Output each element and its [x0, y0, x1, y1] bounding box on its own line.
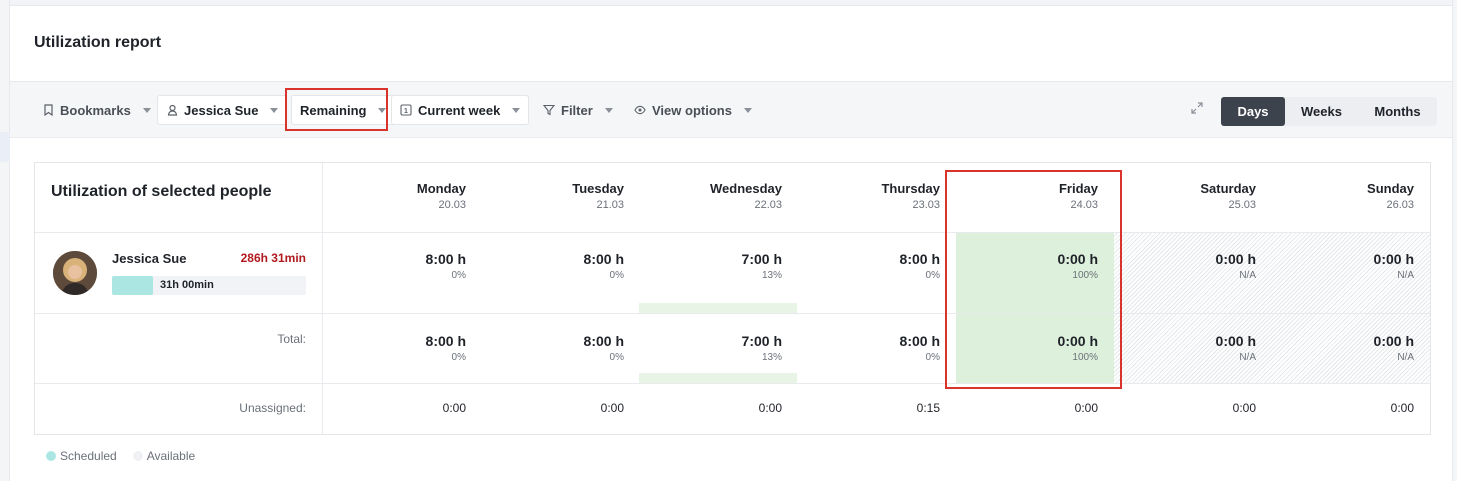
friday-highlight-box — [945, 170, 1122, 389]
person-cell-wednesday[interactable]: 7:00 h 13% — [741, 251, 782, 281]
toolbar: Bookmarks Jessica Sue Remaining 1 Curren… — [10, 81, 1452, 138]
unassigned-saturday: 0:00 — [1232, 401, 1256, 415]
chevron-down-icon — [743, 107, 752, 113]
day-header-tuesday: Tuesday 21.03 — [572, 181, 624, 211]
week-label: Current week — [418, 102, 501, 118]
row-divider — [35, 383, 1430, 384]
table-title: Utilization of selected people — [51, 183, 272, 200]
scheduled-bar-fill — [112, 276, 153, 295]
day-header-monday: Monday 20.03 — [416, 181, 466, 211]
person-icon — [166, 104, 178, 116]
column-divider — [322, 163, 323, 434]
view-switch: Days Weeks Months — [1221, 97, 1437, 126]
scheduled-hours: 31h 00min — [160, 279, 214, 291]
day-header-sunday: Sunday 26.03 — [1367, 181, 1414, 211]
utilization-table: Utilization of selected people Monday 20.… — [34, 162, 1431, 435]
total-cell-monday: 8:00 h 0% — [425, 333, 466, 363]
total-cell-saturday: 0:00 h N/A — [1215, 333, 1256, 363]
tab-weeks[interactable]: Weeks — [1301, 104, 1342, 119]
wednesday-utilization-strip — [639, 373, 797, 383]
total-cell-wednesday: 7:00 h 13% — [741, 333, 782, 363]
filter-icon — [543, 104, 555, 116]
row-divider — [35, 313, 1430, 314]
person-cell-saturday[interactable]: 0:00 h N/A — [1215, 251, 1256, 281]
unassigned-tuesday: 0:00 — [600, 401, 624, 415]
total-cell-tuesday: 8:00 h 0% — [583, 333, 624, 363]
remaining-highlight-box — [285, 88, 388, 131]
person-cell-sunday[interactable]: 0:00 h N/A — [1373, 251, 1414, 281]
unassigned-sunday: 0:00 — [1390, 401, 1414, 415]
tab-months[interactable]: Months — [1374, 104, 1421, 119]
unassigned-label: Unassigned: — [239, 401, 306, 415]
svg-text:1: 1 — [404, 108, 408, 115]
available-legend-dot — [132, 451, 143, 461]
wednesday-utilization-strip — [639, 303, 797, 313]
bookmark-icon — [42, 104, 54, 116]
person-cell-friday[interactable]: 0:00 h 100% — [1057, 251, 1098, 281]
total-cell-sunday: 0:00 h N/A — [1373, 333, 1414, 363]
sidebar-edge — [0, 0, 10, 481]
chevron-down-icon — [142, 107, 151, 113]
top-edge — [10, 0, 1457, 6]
friday-utilized-bg — [956, 233, 1114, 383]
eye-icon — [634, 104, 646, 116]
day-header-friday: Friday 24.03 — [1058, 181, 1098, 211]
day-header-wednesday: Wednesday 22.03 — [709, 181, 782, 211]
legend: Scheduled Available — [46, 449, 195, 463]
view-options-label: View options — [652, 102, 732, 118]
day-header-saturday: Saturday 25.03 — [1200, 181, 1256, 211]
filter-dropdown[interactable]: Filter — [535, 95, 621, 125]
total-label: Total: — [277, 332, 306, 346]
week-dropdown[interactable]: 1 Current week — [391, 95, 530, 125]
chevron-down-icon — [604, 107, 613, 113]
legend-available: Available — [146, 449, 196, 463]
person-name[interactable]: Jessica Sue — [112, 251, 187, 266]
calendar-icon: 1 — [400, 104, 412, 116]
tab-days[interactable]: Days — [1221, 97, 1285, 126]
right-scrollbar[interactable] — [1452, 0, 1457, 481]
chevron-down-icon — [512, 107, 521, 113]
weekend-hatch — [1114, 233, 1430, 383]
row-divider — [35, 232, 1430, 233]
unassigned-friday: 0:00 — [1074, 401, 1098, 415]
filter-label: Filter — [561, 102, 593, 118]
legend-scheduled: Scheduled — [60, 449, 117, 463]
person-cell-monday[interactable]: 8:00 h 0% — [425, 251, 466, 281]
remaining-label: Remaining — [300, 102, 367, 118]
person-cell-thursday[interactable]: 8:00 h 0% — [899, 251, 940, 281]
unassigned-thursday: 0:15 — [916, 401, 940, 415]
chevron-down-icon — [270, 107, 279, 113]
remaining-dropdown[interactable]: Remaining — [291, 95, 396, 125]
person-cell-tuesday[interactable]: 8:00 h 0% — [583, 251, 624, 281]
remaining-hours: 286h 31min — [240, 251, 306, 265]
bookmarks-dropdown[interactable]: Bookmarks — [34, 95, 159, 125]
expand-icon[interactable] — [1190, 101, 1204, 115]
sidebar-active-marker — [0, 132, 10, 162]
scheduled-bar: 31h 00min — [112, 276, 306, 295]
total-cell-thursday: 8:00 h 0% — [899, 333, 940, 363]
avatar[interactable] — [53, 251, 97, 295]
bookmarks-label: Bookmarks — [60, 102, 131, 118]
person-label: Jessica Sue — [184, 102, 259, 118]
unassigned-wednesday: 0:00 — [758, 401, 782, 415]
page-title: Utilization report — [34, 34, 162, 51]
view-options-dropdown[interactable]: View options — [626, 95, 760, 125]
day-header-thursday: Thursday 23.03 — [881, 181, 940, 211]
chevron-down-icon — [378, 107, 387, 113]
scheduled-legend-dot — [46, 451, 56, 461]
unassigned-monday: 0:00 — [442, 401, 466, 415]
person-dropdown[interactable]: Jessica Sue — [157, 95, 288, 125]
total-cell-friday: 0:00 h 100% — [1057, 333, 1098, 363]
